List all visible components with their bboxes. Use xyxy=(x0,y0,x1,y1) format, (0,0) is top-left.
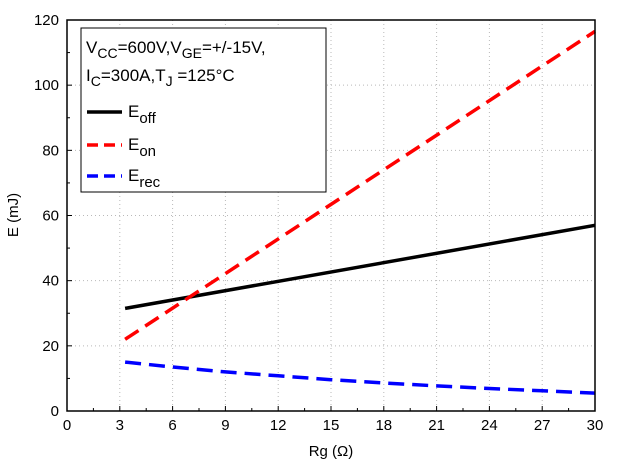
y-tick-label: 120 xyxy=(34,12,59,29)
x-tick-label: 15 xyxy=(323,417,340,434)
legend-label-eon: Eon xyxy=(128,135,156,160)
legend-label-eoff: Eoff xyxy=(128,102,157,127)
x-tick-label: 12 xyxy=(270,417,287,434)
y-tick-label: 80 xyxy=(42,142,59,159)
tick-labels: 0 3 6 9 12 15 18 21 24 27 30 0 20 40 60 80 100 120 xyxy=(34,12,603,434)
x-axis-title: Rg (Ω) xyxy=(309,443,354,460)
series-line-eon xyxy=(124,29,596,341)
y-tick-label: 0 xyxy=(51,403,59,420)
legend-condition-current: IC=300A,TJ =125°C xyxy=(86,66,235,89)
y-tick-label: 20 xyxy=(42,338,59,355)
y-axis-title: E (mJ) xyxy=(5,193,22,237)
series-line-erec xyxy=(124,360,596,395)
x-tick-label: 0 xyxy=(63,417,71,434)
x-tick-label: 6 xyxy=(168,417,176,434)
ticks xyxy=(66,19,596,412)
x-tick-label: 18 xyxy=(375,417,392,434)
y-tick-label: 60 xyxy=(42,208,59,225)
series-layer xyxy=(124,29,596,395)
x-tick-label: 24 xyxy=(481,417,498,434)
legend: VCC=600V,VGE=+/-15V, IC=300A,TJ =125°C E… xyxy=(80,27,327,193)
x-tick-label: 30 xyxy=(587,417,604,434)
x-tick-label: 27 xyxy=(534,417,551,434)
legend-condition-voltage: VCC=600V,VGE=+/-15V, xyxy=(86,38,266,61)
y-tick-label: 40 xyxy=(42,273,59,290)
legend-box xyxy=(80,27,327,193)
x-tick-label: 9 xyxy=(221,417,229,434)
x-tick-label: 3 xyxy=(116,417,124,434)
x-tick-label: 21 xyxy=(428,417,445,434)
legend-label-erec: Erec xyxy=(128,166,161,191)
y-tick-label: 100 xyxy=(34,77,59,94)
series-line-eoff xyxy=(124,223,596,311)
